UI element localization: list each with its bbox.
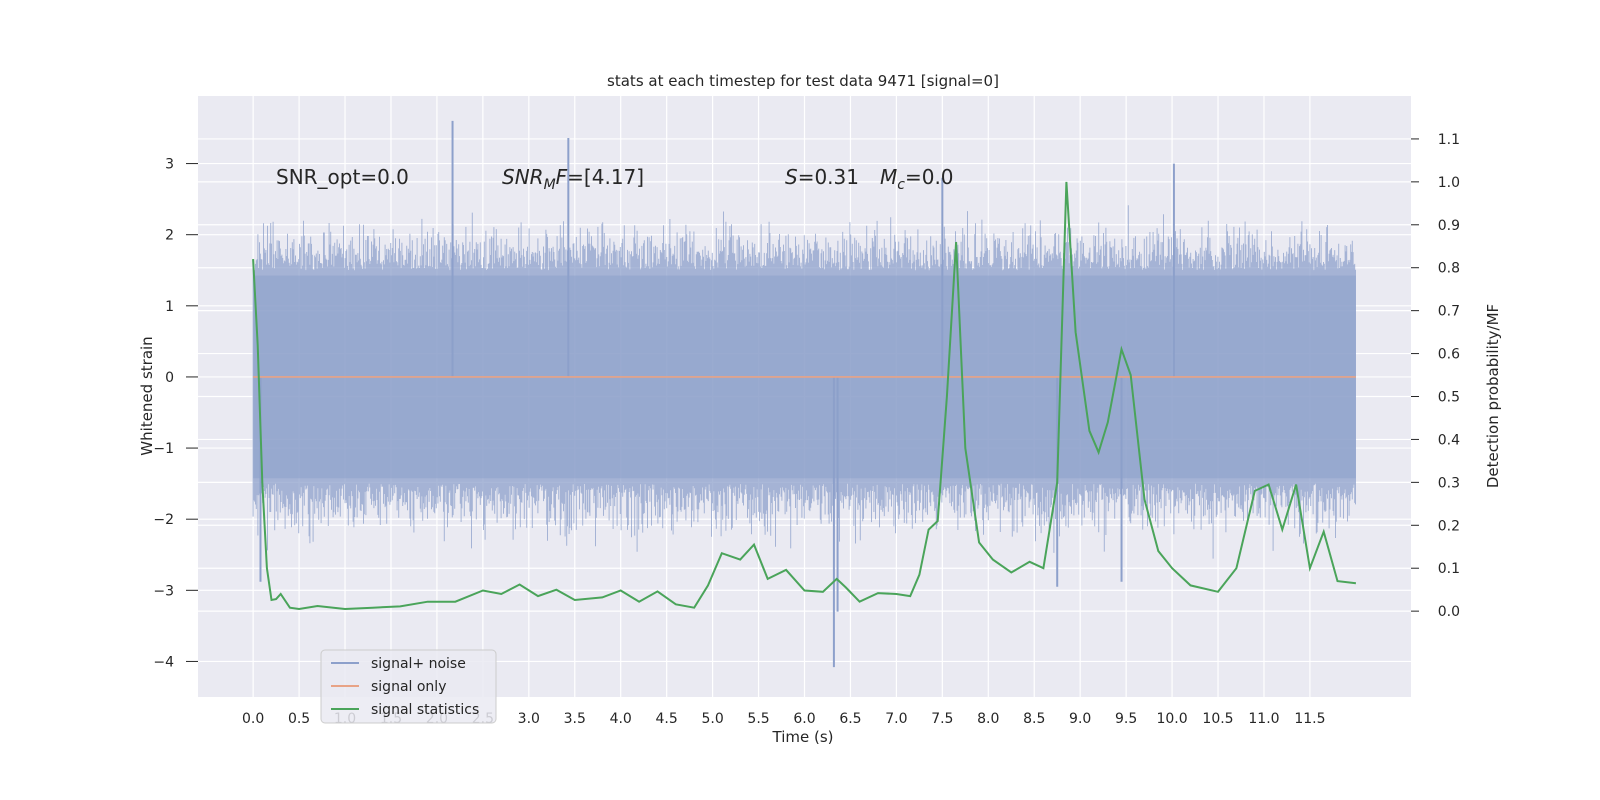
x-tick-label-21: 10.5: [1202, 711, 1233, 727]
chart-title: stats at each timestep for test data 947…: [607, 72, 999, 90]
y2-tick-label-8: 0.8: [1438, 261, 1460, 277]
legend-label-signal-statistics: signal statistics: [371, 702, 479, 718]
y2-axis-label: Detection probability/MF: [1484, 304, 1502, 488]
y-tick-label-6: 2: [165, 228, 174, 244]
y2-tick-label-4: 0.4: [1438, 432, 1460, 448]
x-tick-label-7: 3.5: [564, 711, 586, 727]
legend-label-signal-noise: signal+ noise: [371, 656, 466, 672]
annotation-mc: Mc=0.0: [880, 165, 954, 193]
legend-label-signal-only: signal only: [371, 679, 446, 695]
x-tick-label-1: 0.5: [288, 711, 310, 727]
y2-tick-label-1: 0.1: [1438, 561, 1460, 577]
x-tick-label-23: 11.5: [1294, 711, 1325, 727]
annotation-snr-opt: SNR_opt=0.0: [276, 165, 409, 189]
x-tick-label-16: 8.0: [977, 711, 999, 727]
x-axis-label: Time (s): [772, 728, 834, 746]
y2-tick-label-10: 1.0: [1438, 175, 1460, 191]
legend: signal+ noise signal only signal statist…: [320, 649, 497, 724]
x-tick-label-18: 9.0: [1069, 711, 1091, 727]
x-tick-label-13: 6.5: [839, 711, 861, 727]
x-tick-label-9: 4.5: [656, 711, 678, 727]
y-axis-label: Whitened strain: [138, 336, 156, 455]
y2-tick-label-2: 0.2: [1438, 518, 1460, 534]
annotation-snr-mf: SNRMF=[4.17]: [502, 165, 644, 193]
y2-tick-label-7: 0.7: [1438, 304, 1460, 320]
x-tick-label-19: 9.5: [1115, 711, 1137, 727]
x-tick-label-12: 6.0: [793, 711, 815, 727]
y-tick-label-1: −3: [153, 583, 174, 599]
y2-tick-label-6: 0.6: [1438, 347, 1460, 363]
signal-statistics-line: [252, 181, 1357, 611]
y2-axis-ticks: 0.0 0.1 0.2 0.3 0.4 0.5 0.6 0.7 0.8 0.9 1.0 1.1: [1411, 132, 1460, 620]
y-tick-label-0: −4: [153, 654, 174, 670]
x-tick-label-22: 11.0: [1248, 711, 1279, 727]
y-tick-label-4: 0: [165, 370, 174, 386]
x-tick-label-15: 7.5: [931, 711, 953, 727]
y-tick-label-3: −1: [153, 441, 174, 457]
x-tick-label-0: 0.0: [242, 711, 264, 727]
x-tick-label-11: 5.5: [747, 711, 769, 727]
y-tick-label-5: 1: [165, 299, 174, 315]
y2-tick-label-5: 0.5: [1438, 390, 1460, 406]
x-tick-label-10: 5.0: [701, 711, 723, 727]
x-tick-label-14: 7.0: [885, 711, 907, 727]
y-axis-ticks: −4 −3 −2 −1 0 1 2 3: [153, 157, 198, 670]
y-tick-label-7: 3: [165, 157, 174, 173]
x-tick-label-17: 8.5: [1023, 711, 1045, 727]
y2-tick-label-9: 0.9: [1438, 218, 1460, 234]
x-tick-label-6: 3.0: [518, 711, 540, 727]
x-tick-label-20: 10.0: [1156, 711, 1187, 727]
y2-tick-label-11: 1.1: [1438, 132, 1460, 148]
x-tick-label-8: 4.0: [610, 711, 632, 727]
annotation-s-stat: S=0.31: [785, 165, 859, 189]
y-tick-label-2: −2: [153, 512, 174, 528]
y2-tick-label-3: 0.3: [1438, 475, 1460, 491]
y2-tick-label-0: 0.0: [1438, 604, 1460, 620]
